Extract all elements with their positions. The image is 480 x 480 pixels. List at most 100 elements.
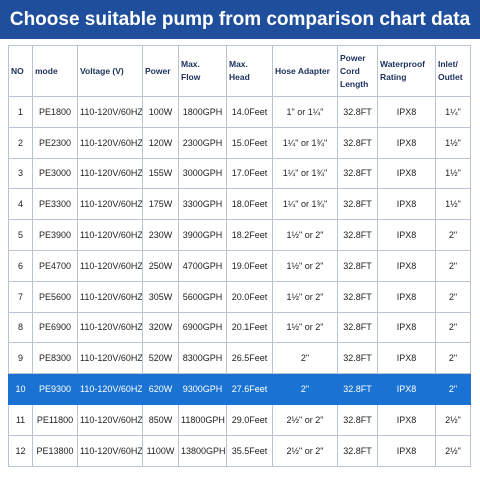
column-header: Power [142, 45, 179, 97]
column-header: Max. Head [226, 45, 273, 97]
table-cell: IPX8 [377, 157, 436, 190]
table-cell: 1¼" or 1¾" [272, 126, 338, 159]
table-cell: 2½" [435, 434, 471, 467]
table-cell: 32.8FT [337, 373, 378, 405]
table-cell: 2" [435, 249, 471, 282]
table-cell: IPX8 [377, 342, 436, 375]
table-row: 8 PE6900 110-120V/60HZ 320W 6900GPH 20.1Feet 1… [8, 311, 471, 344]
table-cell: 11800GPH [178, 403, 227, 436]
table-cell: 15.0Feet [226, 126, 273, 159]
table-cell: 2" [435, 311, 471, 344]
table-cell: 20.1Feet [226, 311, 273, 344]
banner-title: Choose suitable pump from comparison cha… [0, 0, 480, 39]
table-cell: 100W [142, 96, 179, 128]
table-cell: 1½" [435, 157, 471, 190]
comparison-table: NO mode Voltage (V) Power Max. Flow Max. Head… [8, 45, 471, 467]
table-cell: 110-120V/60HZ [77, 373, 143, 405]
table-cell: 1½" or 2" [272, 280, 338, 313]
table-cell: 250W [142, 249, 179, 282]
table-cell: 850W [142, 403, 179, 436]
table-cell: PE5600 [32, 280, 78, 313]
table-cell: 4 [8, 188, 33, 221]
table-cell: 14.0Feet [226, 96, 273, 128]
table-row: 1 PE1800 110-120V/60HZ 100W 1800GPH 14.0Feet 1… [8, 96, 471, 128]
table-cell: IPX8 [377, 249, 436, 282]
header-row: NO mode Voltage (V) Power Max. Flow Max. Head… [8, 45, 471, 97]
table-cell: IPX8 [377, 373, 436, 405]
table-cell: 305W [142, 280, 179, 313]
table-cell: 110-120V/60HZ [77, 219, 143, 251]
table-cell: 2300GPH [178, 126, 227, 159]
table-cell: IPX8 [377, 403, 436, 436]
column-header: Waterproof Rating [377, 45, 436, 97]
table-cell: 110-120V/60HZ [77, 126, 143, 159]
table-cell: IPX8 [377, 219, 436, 251]
table-cell: 1¼" or 1¾" [272, 157, 338, 190]
table-cell: 2" [435, 219, 471, 251]
table-cell: 110-120V/60HZ [77, 311, 143, 344]
table-cell: 520W [142, 342, 179, 375]
table-cell: 110-120V/60HZ [77, 342, 143, 375]
table-cell: 20.0Feet [226, 280, 273, 313]
table-cell: IPX8 [377, 434, 436, 467]
table-cell: 18.2Feet [226, 219, 273, 251]
table-cell: 32.8FT [337, 249, 378, 282]
table-row: 7 PE5600 110-120V/60HZ 305W 5600GPH 20.0Feet 1… [8, 280, 471, 313]
table-cell: 110-120V/60HZ [77, 249, 143, 282]
table-cell: 1½" [435, 126, 471, 159]
table-cell: 3900GPH [178, 219, 227, 251]
column-header: Power Cord Length [337, 45, 378, 97]
table-cell: 2" [435, 342, 471, 375]
table-body: 1 PE1800 110-120V/60HZ 100W 1800GPH 14.0Feet 1… [8, 96, 471, 467]
table-cell: 32.8FT [337, 342, 378, 375]
table-cell: 110-120V/60HZ [77, 434, 143, 467]
table-cell: 120W [142, 126, 179, 159]
table-cell: 18.0Feet [226, 188, 273, 221]
table-cell: 3300GPH [178, 188, 227, 221]
table-cell: PE4700 [32, 249, 78, 282]
table-cell: 5 [8, 219, 33, 251]
table-row: 5 PE3900 110-120V/60HZ 230W 3900GPH 18.2Feet 1… [8, 219, 471, 251]
table-cell: 2½" or 2" [272, 434, 338, 467]
column-header: mode [32, 45, 78, 97]
table-cell: PE6900 [32, 311, 78, 344]
table-cell: 11 [8, 403, 33, 436]
table-cell: PE9300 [32, 373, 78, 405]
table-cell: PE11800 [32, 403, 78, 436]
table-cell: 17.0Feet [226, 157, 273, 190]
table-cell: 32.8FT [337, 157, 378, 190]
table-cell: 10 [8, 373, 33, 405]
table-row: 2 PE2300 110-120V/60HZ 120W 2300GPH 15.0Feet 1… [8, 126, 471, 159]
column-header: Voltage (V) [77, 45, 143, 97]
table-cell: 1¼" [435, 96, 471, 128]
table-row: 10 PE9300 110-120V/60HZ 620W 9300GPH 27.6Feet… [8, 373, 471, 405]
table-cell: 2" [435, 280, 471, 313]
table-cell: 32.8FT [337, 403, 378, 436]
table-cell: 2 [8, 126, 33, 159]
table-cell: 13800GPH [178, 434, 227, 467]
table-cell: 3 [8, 157, 33, 190]
table-cell: 1½" or 2" [272, 219, 338, 251]
table-cell: 1½" or 2" [272, 311, 338, 344]
table-row: 11 PE11800 110-120V/60HZ 850W 11800GPH 29.0Fe… [8, 403, 471, 436]
table-cell: PE3000 [32, 157, 78, 190]
table-cell: 32.8FT [337, 434, 378, 467]
table-cell: 2½" [435, 403, 471, 436]
table-cell: 5600GPH [178, 280, 227, 313]
table-cell: 320W [142, 311, 179, 344]
table-cell: 110-120V/60HZ [77, 280, 143, 313]
table-cell: 6900GPH [178, 311, 227, 344]
table-cell: 110-120V/60HZ [77, 157, 143, 190]
table-cell: 26.5Feet [226, 342, 273, 375]
table-cell: PE3900 [32, 219, 78, 251]
table-cell: 1100W [142, 434, 179, 467]
column-header: Hose Adapter [272, 45, 338, 97]
table-row: 6 PE4700 110-120V/60HZ 250W 4700GPH 19.0Feet 1… [8, 249, 471, 282]
table-cell: 110-120V/60HZ [77, 188, 143, 221]
column-header: NO [8, 45, 33, 97]
column-header: Inlet/ Outlet [435, 45, 471, 97]
table-cell: 1½" or 2" [272, 249, 338, 282]
column-header: Max. Flow [178, 45, 227, 97]
table-cell: IPX8 [377, 96, 436, 128]
table-cell: 1 [8, 96, 33, 128]
